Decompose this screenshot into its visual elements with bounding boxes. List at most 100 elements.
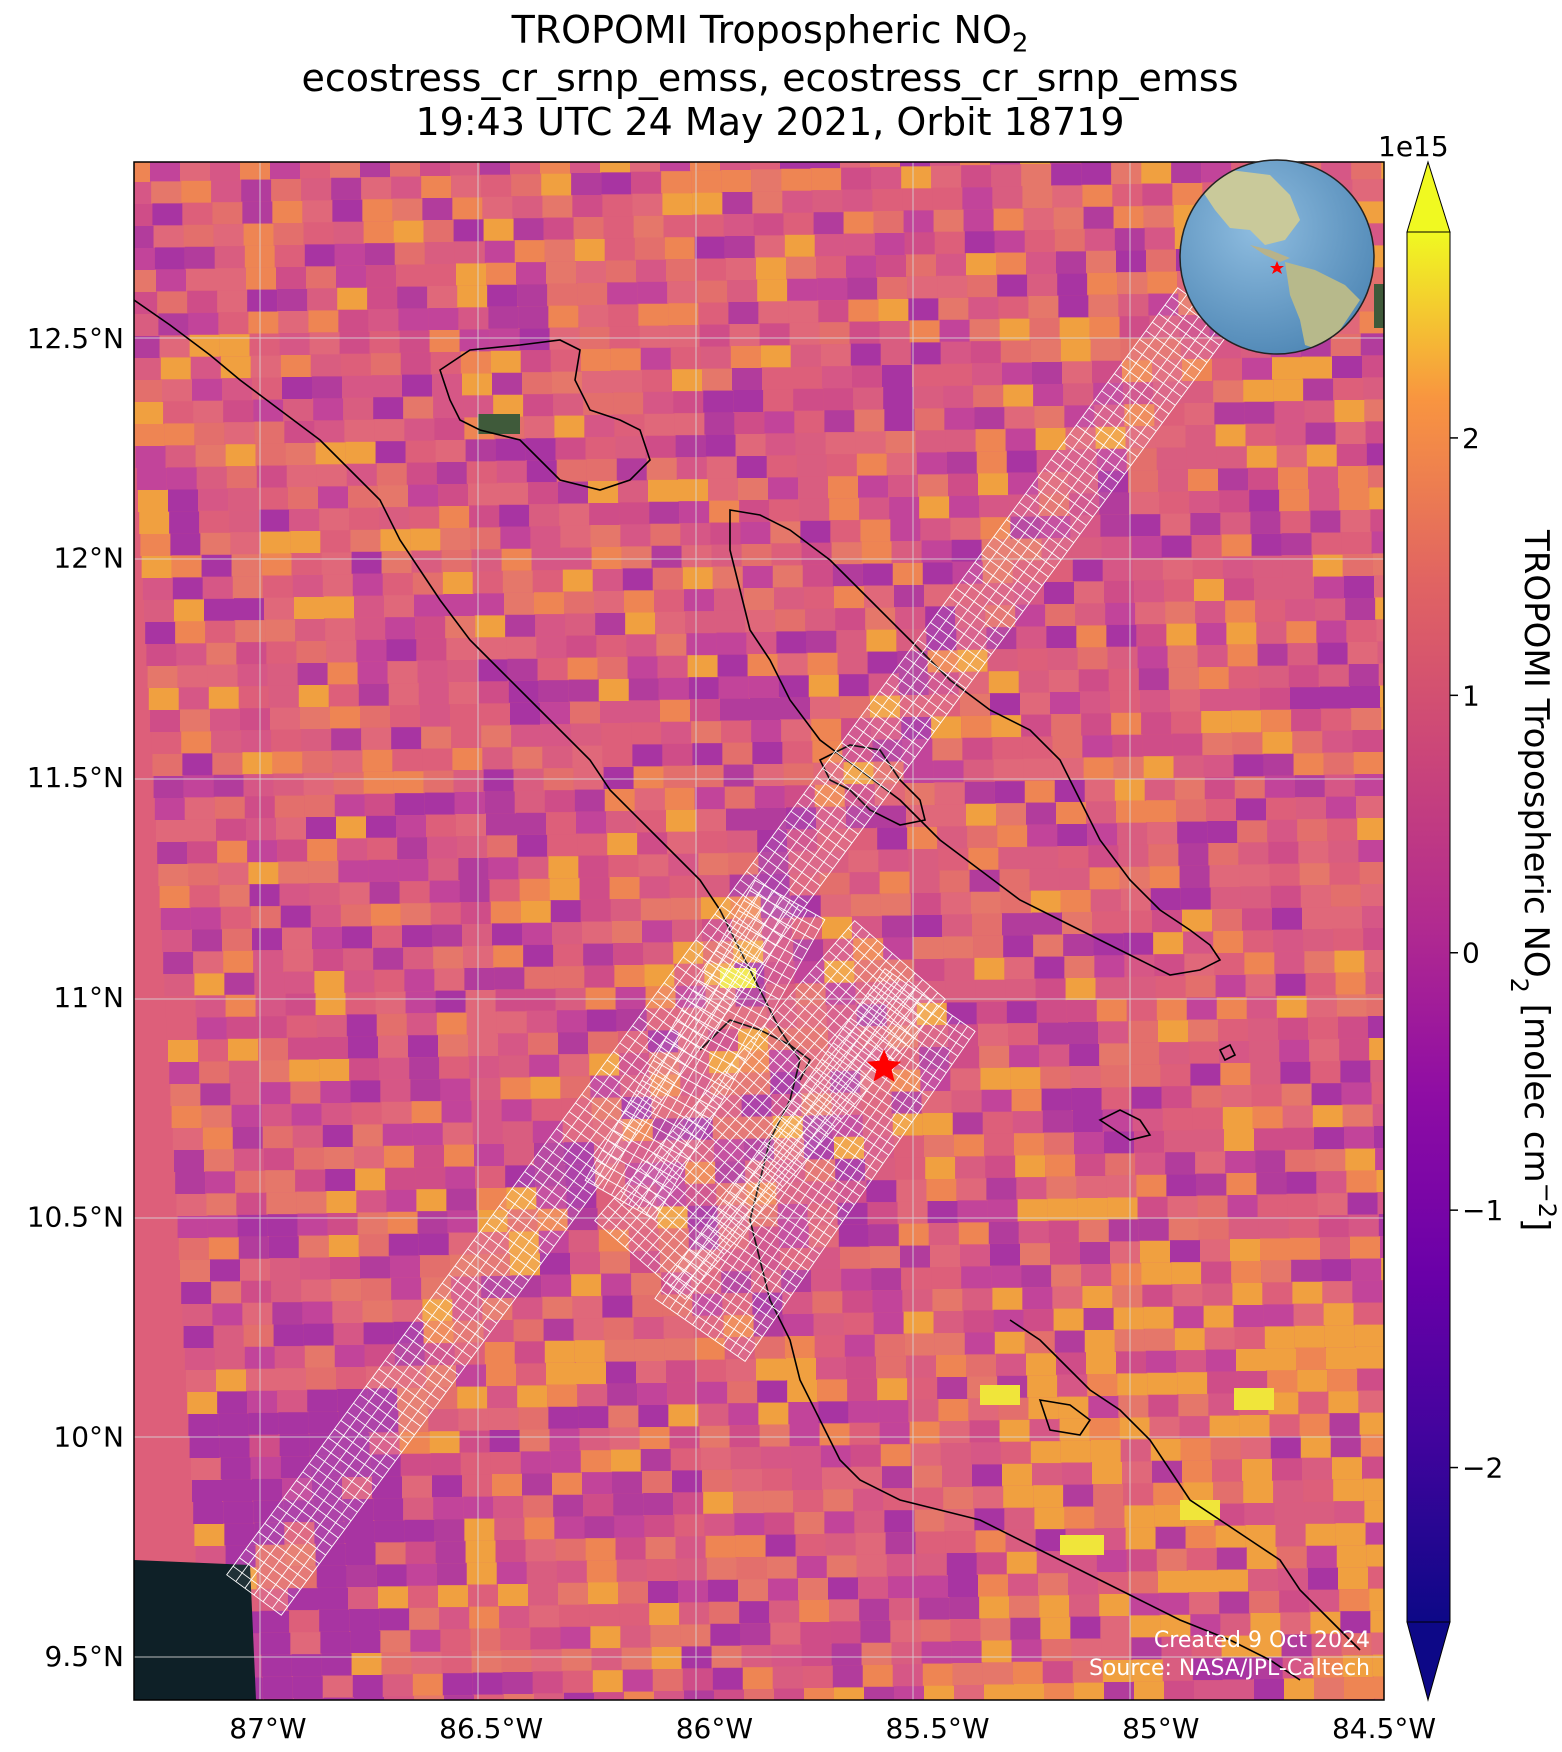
no2-pixel: [1316, 620, 1347, 643]
no2-pixel: [946, 451, 977, 474]
no2-pixel: [1035, 428, 1066, 450]
no2-pixel: [595, 1714, 625, 1736]
no2-pixel: [770, 1622, 801, 1645]
no2-pixel: [1202, 733, 1233, 755]
no2-pixel: [846, 1356, 876, 1379]
no2-pixel: [411, 1101, 442, 1124]
no2-pixel: [601, 1273, 632, 1296]
no2-pixel: [1170, 1240, 1200, 1263]
no2-pixel: [464, 1518, 495, 1541]
no2-pixel: [882, 1466, 912, 1489]
no2-pixel: [444, 1695, 474, 1700]
no2-pixel: [526, 1010, 557, 1033]
no2-pixel: [698, 302, 729, 325]
no2-pixel: [217, 1391, 248, 1414]
no2-pixel: [934, 1333, 965, 1355]
no2-pixel: [298, 685, 329, 707]
no2-pixel: [1330, 884, 1361, 907]
no2-pixel: [956, 1178, 987, 1201]
no2-pixel: [333, 1323, 364, 1345]
no2-pixel: [152, 203, 183, 226]
no2-pixel: [223, 950, 254, 973]
no2-pixel: [266, 1192, 297, 1215]
no2-pixel: [630, 700, 660, 723]
no2-pixel: [1477, 1366, 1507, 1388]
no2-pixel: [1239, 1415, 1270, 1437]
no2-pixel: [700, 346, 731, 369]
no2-pixel: [218, 862, 249, 885]
no2-pixel: [895, 607, 926, 629]
no2-pixel: [618, 1581, 648, 1604]
no2-pixel: [530, 1076, 561, 1099]
no2-pixel: [744, 1689, 774, 1700]
no2-pixel: [372, 375, 402, 398]
no2-pixel: [1246, 445, 1277, 468]
no2-pixel: [781, 719, 812, 742]
no2-pixel: [182, 753, 213, 776]
no2-pixel: [552, 922, 582, 945]
no2-pixel: [920, 518, 951, 541]
no2-pixel: [1110, 162, 1140, 163]
lon-tick-label: 86°W: [676, 1712, 753, 1745]
no2-pixel: [616, 458, 647, 481]
no2-pixel: [1317, 1193, 1348, 1216]
no2-pixel: [907, 1377, 938, 1400]
no2-pixel: [811, 1269, 842, 1292]
no2-pixel: [1330, 1435, 1361, 1458]
no2-pixel: [238, 686, 269, 709]
no2-pixel: [1308, 1017, 1338, 1040]
no2-pixel: [1336, 444, 1367, 466]
no2-pixel: [609, 877, 640, 899]
no2-pixel: [1243, 930, 1274, 953]
no2-pixel: [198, 1039, 228, 1062]
no2-pixel: [500, 526, 531, 549]
no2-pixel: [849, 1422, 880, 1445]
no2-pixel: [910, 1443, 941, 1466]
no2-pixel: [1374, 1126, 1384, 1148]
no2-pixel: [1124, 1505, 1155, 1528]
no2-pixel: [849, 872, 880, 895]
no2-pixel: [847, 828, 878, 851]
no2-pixel: [1267, 819, 1298, 842]
no2-pixel: [642, 1471, 672, 1493]
no2-pixel: [1035, 1529, 1066, 1552]
no2-pixel: [218, 1413, 249, 1436]
no2-pixel: [975, 429, 1006, 452]
no2-pixel: [169, 511, 200, 534]
no2-pixel: [1299, 863, 1330, 886]
no2-pixel: [294, 1698, 324, 1700]
no2-pixel: [1080, 691, 1110, 714]
no2-pixel: [1161, 1086, 1192, 1109]
no2-pixel: [570, 701, 600, 724]
no2-pixel: [1298, 1391, 1329, 1414]
no2-pixel: [1161, 1636, 1192, 1659]
no2-pixel: [931, 1267, 962, 1289]
no2-pixel: [1365, 1522, 1384, 1545]
no2-pixel: [1236, 1349, 1266, 1371]
no2-pixel: [985, 1155, 1016, 1178]
no2-pixel: [1122, 1461, 1152, 1484]
no2-pixel: [860, 519, 891, 542]
no2-pixel: [324, 1147, 354, 1169]
no2-pixel: [938, 1399, 969, 1421]
no2-pixel: [255, 443, 286, 466]
no2-pixel: [892, 1113, 923, 1136]
no2-pixel: [729, 324, 760, 346]
no2-pixel: [984, 583, 1014, 606]
no2-pixel: [385, 1167, 416, 1190]
no2-pixel: [487, 1386, 518, 1408]
no2-pixel: [512, 746, 543, 769]
no2-pixel: [625, 612, 656, 635]
no2-pixel: [880, 343, 911, 365]
no2-pixel: [520, 350, 551, 373]
no2-pixel: [1173, 755, 1204, 778]
no2-pixel: [1447, 816, 1477, 838]
no2-pixel: [1104, 1682, 1134, 1700]
no2-pixel: [411, 550, 442, 573]
no2-pixel: [1002, 362, 1032, 385]
no2-pixel: [522, 372, 552, 395]
no2-pixel: [889, 497, 920, 519]
no2-pixel: [802, 1666, 833, 1688]
no2-pixel: [1042, 1110, 1073, 1133]
no2-pixel: [962, 187, 993, 210]
